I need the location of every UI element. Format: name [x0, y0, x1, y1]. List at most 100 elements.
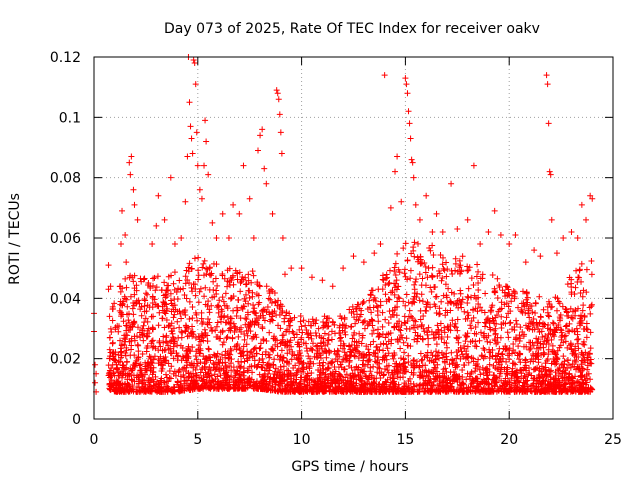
data-point [198, 309, 205, 316]
data-point [530, 316, 537, 323]
data-point [423, 352, 430, 359]
data-point [160, 388, 167, 395]
data-point [587, 192, 594, 199]
data-point [488, 387, 495, 394]
data-point [552, 361, 559, 368]
data-point [405, 108, 412, 115]
data-point [242, 291, 249, 298]
data-point [480, 345, 487, 352]
data-point [359, 332, 366, 339]
data-point [249, 369, 256, 376]
data-point [376, 333, 383, 340]
data-point [587, 329, 594, 336]
data-point [140, 330, 147, 337]
data-point [162, 310, 169, 317]
data-point [441, 324, 448, 331]
data-point [474, 261, 481, 268]
data-point [249, 268, 256, 275]
data-point [529, 320, 536, 327]
data-point [193, 372, 200, 379]
data-point [262, 385, 269, 392]
data-point [408, 388, 415, 395]
data-point [521, 303, 528, 310]
data-point [544, 384, 551, 391]
data-point [312, 379, 319, 386]
data-point [355, 372, 362, 379]
data-point [543, 372, 550, 379]
data-point [546, 381, 553, 388]
data-point [412, 201, 419, 208]
data-point [477, 329, 484, 336]
data-point [402, 367, 409, 374]
data-point [222, 348, 229, 355]
data-point [205, 345, 212, 352]
data-point [129, 305, 136, 312]
data-point [588, 303, 595, 310]
data-point [442, 281, 449, 288]
data-point [414, 358, 421, 365]
data-point [549, 319, 556, 326]
data-point [487, 339, 494, 346]
data-point [227, 360, 234, 367]
data-point [191, 60, 198, 67]
data-point [201, 365, 208, 372]
data-point [246, 195, 253, 202]
data-point [172, 306, 179, 313]
data-point [406, 307, 413, 314]
data-point [215, 309, 222, 316]
data-point [229, 274, 236, 281]
data-point [160, 333, 167, 340]
data-point [565, 376, 572, 383]
data-point [447, 321, 454, 328]
data-point [323, 354, 330, 361]
data-point [467, 384, 474, 391]
data-point [503, 314, 510, 321]
data-point [531, 326, 538, 333]
data-point [515, 343, 522, 350]
data-point [560, 377, 567, 384]
data-point [133, 287, 140, 294]
data-point [466, 264, 473, 271]
data-point [401, 363, 408, 370]
data-point [286, 310, 293, 317]
data-point [182, 273, 189, 280]
data-point [401, 349, 408, 356]
data-point [382, 282, 389, 289]
data-point [154, 378, 161, 385]
data-point [308, 322, 315, 329]
data-point [313, 317, 320, 324]
data-point [214, 302, 221, 309]
data-point [117, 349, 124, 356]
data-point [111, 372, 118, 379]
data-point [453, 355, 460, 362]
data-point [288, 375, 295, 382]
data-point [295, 355, 302, 362]
data-point [318, 343, 325, 350]
data-point [290, 365, 297, 372]
data-point [176, 308, 183, 315]
data-point [421, 260, 428, 266]
data-point [132, 360, 139, 367]
data-point [241, 336, 248, 343]
data-point [366, 297, 373, 304]
data-point [272, 379, 279, 386]
data-point [391, 363, 398, 370]
data-point [246, 382, 253, 389]
data-point [448, 349, 455, 356]
data-point [135, 297, 142, 304]
data-point [150, 356, 157, 363]
data-point [379, 309, 386, 316]
data-point [126, 371, 133, 378]
data-point [277, 353, 284, 360]
data-point [464, 216, 471, 223]
data-point [163, 334, 170, 341]
data-point [331, 370, 338, 377]
data-point [212, 375, 219, 382]
data-point [148, 388, 155, 395]
data-point [557, 373, 564, 380]
data-point [361, 353, 368, 360]
data-point [410, 357, 417, 364]
data-point [237, 364, 244, 371]
data-point [307, 345, 314, 352]
data-point [167, 387, 174, 394]
